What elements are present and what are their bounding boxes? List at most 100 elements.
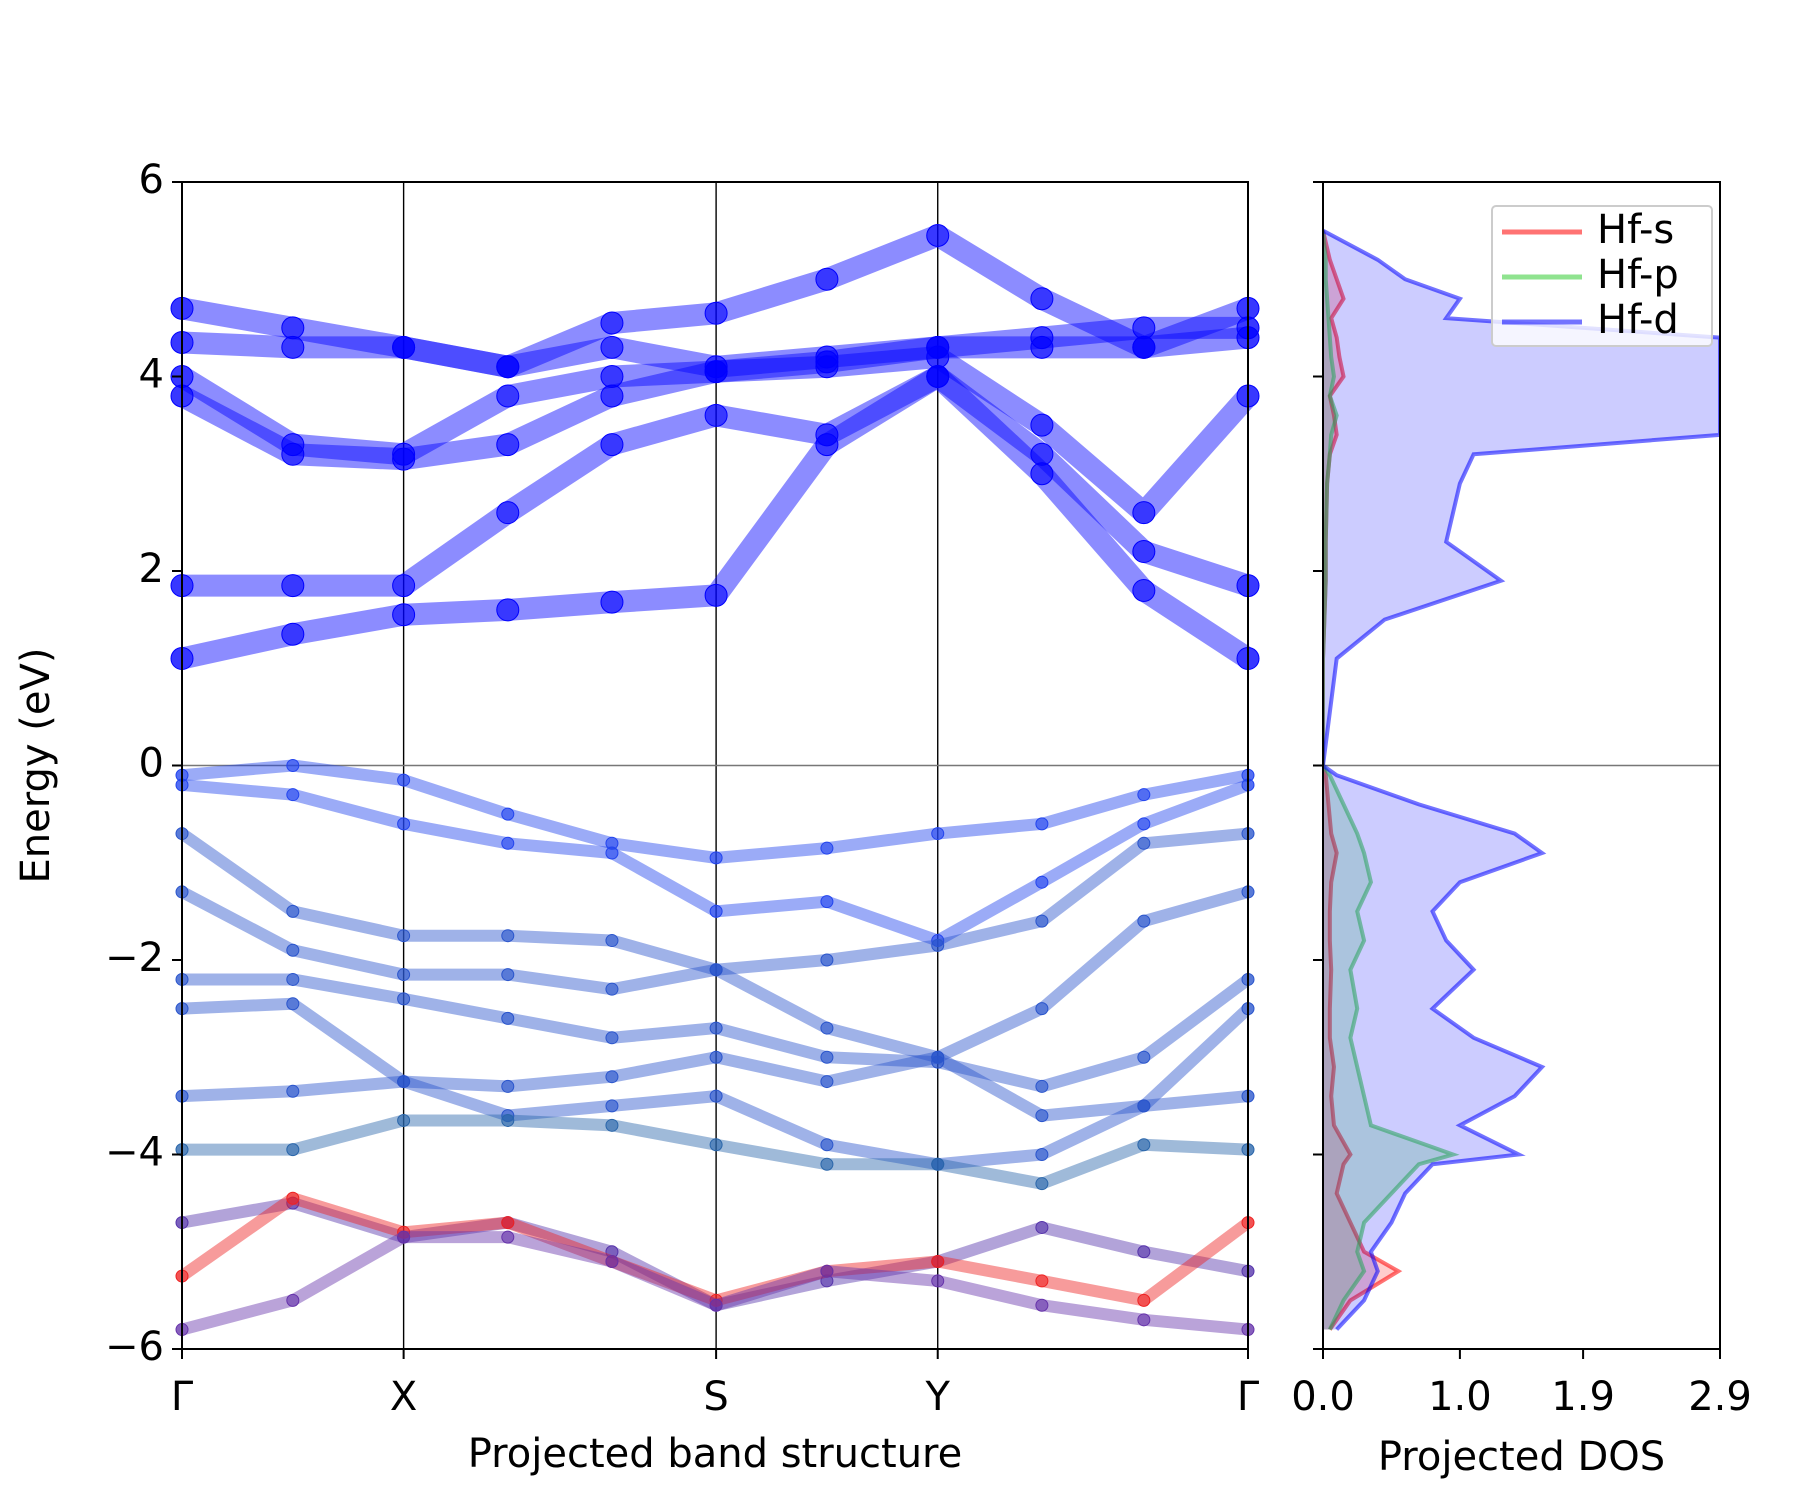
x-tick-label: Γ	[171, 1374, 194, 1420]
band-point	[931, 1050, 945, 1064]
band-point	[1030, 442, 1054, 466]
band-point	[605, 1118, 619, 1132]
band-point	[1137, 1245, 1151, 1259]
band-point	[501, 1011, 515, 1025]
band-point	[501, 1079, 515, 1093]
band-point	[286, 943, 300, 957]
band-point	[709, 851, 723, 865]
band-point	[286, 759, 300, 772]
band-point	[1137, 817, 1151, 831]
x-tick-label: Γ	[1237, 1374, 1260, 1420]
dos-area	[1323, 230, 1720, 1330]
band-point	[1035, 817, 1049, 831]
band-point	[1132, 540, 1156, 564]
band-point	[820, 1157, 834, 1171]
band-point	[820, 895, 834, 909]
dos-line	[1323, 230, 1460, 1331]
y-tick-label: −2	[105, 935, 164, 981]
band-point	[1137, 1293, 1151, 1307]
band-point	[501, 836, 515, 850]
band-point	[820, 1264, 834, 1278]
band-point	[397, 992, 411, 1006]
band-point	[1035, 1298, 1049, 1312]
band-point	[501, 929, 515, 943]
y-tick-label: −4	[105, 1130, 164, 1176]
band-point	[605, 934, 619, 948]
band-point	[704, 403, 728, 427]
band-point	[496, 433, 520, 457]
band-point	[1132, 335, 1156, 359]
y-tick-label: 6	[139, 157, 164, 203]
x-tick-label: 2.9	[1688, 1374, 1752, 1420]
band-point	[931, 827, 945, 841]
x-axis-label: Projected band structure	[468, 1431, 962, 1477]
band-point	[397, 1230, 411, 1244]
band-point	[1030, 287, 1054, 311]
band-point	[709, 1021, 723, 1035]
band-point	[605, 1254, 619, 1268]
dos-line	[1323, 228, 1720, 1331]
band-point	[286, 788, 300, 802]
band-point	[397, 817, 411, 831]
band-point	[286, 1191, 300, 1205]
y-tick-label: 0	[139, 741, 164, 787]
band-point	[815, 267, 839, 291]
band-point	[1137, 836, 1151, 850]
x-tick-label: 0.0	[1291, 1374, 1355, 1420]
band-point	[501, 1230, 515, 1244]
legend-box	[1491, 205, 1713, 347]
band-point	[1137, 1050, 1151, 1064]
band-point	[392, 574, 416, 598]
y-tick-label: 4	[139, 352, 164, 398]
x-axis-label: Projected DOS	[1378, 1434, 1665, 1480]
band-point	[397, 1113, 411, 1127]
band-point	[1035, 1109, 1049, 1123]
band-point	[1035, 1274, 1049, 1288]
band-point	[392, 442, 416, 466]
x-tick-label: S	[703, 1374, 728, 1420]
band-point	[931, 938, 945, 952]
band-point	[709, 963, 723, 977]
band-point	[1035, 1177, 1049, 1191]
band-point	[501, 1113, 515, 1127]
band-point	[281, 316, 305, 340]
band-point	[600, 335, 624, 359]
band-point	[496, 598, 520, 622]
band-point	[709, 904, 723, 918]
band-point	[286, 1293, 300, 1307]
legend-label: Hf-d	[1597, 297, 1679, 343]
band-point	[392, 335, 416, 359]
band-point	[605, 1099, 619, 1113]
band-point	[704, 355, 728, 379]
y-tick-label: −6	[105, 1324, 164, 1370]
band-point	[1137, 1138, 1151, 1152]
band-point	[1137, 1313, 1151, 1327]
band-point	[1137, 914, 1151, 928]
band-point	[1035, 914, 1049, 928]
band-point	[286, 1143, 300, 1157]
dos-line	[1323, 230, 1403, 1331]
band-point	[397, 968, 411, 982]
band-point	[600, 590, 624, 614]
band-point	[931, 1254, 945, 1268]
band-point	[286, 997, 300, 1011]
y-tick-label: 2	[139, 546, 164, 592]
legend-label: Hf-p	[1597, 252, 1679, 298]
band-point	[1035, 1220, 1049, 1234]
band-point	[931, 1274, 945, 1288]
x-tick-label: 1.9	[1551, 1374, 1615, 1420]
band-point	[709, 1298, 723, 1312]
band-point	[281, 574, 305, 598]
band-point	[709, 1138, 723, 1152]
band-point	[496, 501, 520, 525]
band-point	[392, 603, 416, 627]
band-point	[709, 1050, 723, 1064]
band-point	[1035, 1148, 1049, 1161]
band-point	[820, 841, 834, 855]
band-point	[1132, 578, 1156, 602]
band-point	[281, 433, 305, 457]
band-point	[704, 583, 728, 607]
band-point	[600, 433, 624, 457]
band-point	[1035, 875, 1049, 889]
